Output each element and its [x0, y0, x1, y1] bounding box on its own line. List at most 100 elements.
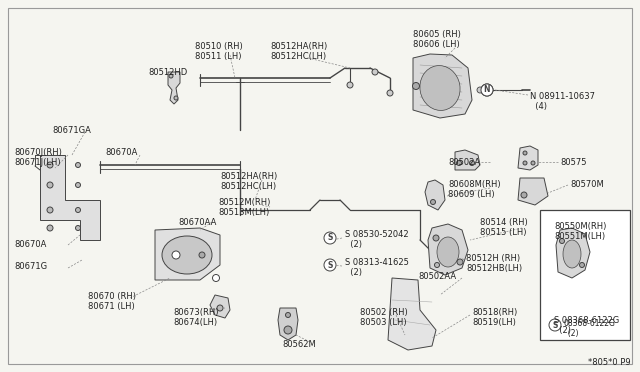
Circle shape	[531, 161, 535, 165]
Text: 80503 (LH): 80503 (LH)	[360, 318, 406, 327]
Polygon shape	[425, 180, 445, 210]
Polygon shape	[388, 278, 436, 350]
Text: 80670J(RH): 80670J(RH)	[14, 148, 62, 157]
Text: 80575: 80575	[560, 158, 586, 167]
Bar	[540, 210, 630, 340]
Circle shape	[457, 259, 463, 265]
Circle shape	[285, 312, 291, 317]
Circle shape	[559, 238, 564, 244]
Circle shape	[521, 192, 527, 198]
Text: 80512HC(LH): 80512HC(LH)	[220, 182, 276, 191]
Circle shape	[324, 259, 336, 271]
Polygon shape	[455, 150, 480, 170]
Polygon shape	[278, 308, 298, 340]
Circle shape	[481, 84, 493, 96]
Text: 80608M(RH): 80608M(RH)	[448, 180, 500, 189]
Circle shape	[481, 84, 493, 96]
Circle shape	[212, 275, 220, 282]
Circle shape	[172, 251, 180, 259]
Text: 80671G: 80671G	[14, 262, 47, 271]
Text: 80513M(LH): 80513M(LH)	[218, 208, 269, 217]
Text: 80670 (RH): 80670 (RH)	[88, 292, 136, 301]
Text: (2): (2)	[554, 326, 571, 335]
Text: 80515 (LH): 80515 (LH)	[480, 228, 527, 237]
Polygon shape	[518, 178, 548, 205]
Circle shape	[47, 207, 53, 213]
Circle shape	[523, 161, 527, 165]
Text: 80502AA: 80502AA	[418, 272, 456, 281]
Circle shape	[47, 225, 53, 231]
Text: 80511 (LH): 80511 (LH)	[195, 52, 241, 61]
Circle shape	[470, 160, 474, 166]
Text: 80673(RH): 80673(RH)	[173, 308, 218, 317]
Circle shape	[217, 305, 223, 311]
Text: 80550M(RH): 80550M(RH)	[554, 222, 606, 231]
Text: 80502A: 80502A	[448, 158, 480, 167]
Text: 80562M: 80562M	[282, 340, 316, 349]
Polygon shape	[428, 224, 468, 275]
Polygon shape	[40, 155, 100, 240]
Circle shape	[433, 235, 439, 241]
Text: 80512M(RH): 80512M(RH)	[218, 198, 270, 207]
Circle shape	[47, 162, 53, 168]
Circle shape	[76, 163, 81, 167]
Text: 80551M(LH): 80551M(LH)	[554, 232, 605, 241]
Ellipse shape	[162, 236, 212, 274]
Text: 80570M: 80570M	[570, 180, 604, 189]
Circle shape	[456, 160, 461, 166]
Text: 80674(LH): 80674(LH)	[173, 318, 217, 327]
Polygon shape	[413, 54, 472, 118]
Text: S 08313-41625: S 08313-41625	[345, 258, 409, 267]
Text: 80671GA: 80671GA	[52, 126, 91, 135]
Circle shape	[76, 208, 81, 212]
Circle shape	[284, 326, 292, 334]
Text: S: S	[327, 234, 333, 243]
Text: (2): (2)	[345, 240, 362, 249]
Circle shape	[387, 90, 393, 96]
Circle shape	[199, 252, 205, 258]
Circle shape	[169, 74, 173, 78]
Text: 80514 (RH): 80514 (RH)	[480, 218, 528, 227]
Ellipse shape	[420, 65, 460, 110]
Text: 80512HA(RH): 80512HA(RH)	[220, 172, 277, 181]
Text: (2): (2)	[345, 268, 362, 277]
Text: 80512HD: 80512HD	[148, 68, 188, 77]
Text: (4): (4)	[530, 102, 547, 111]
Text: 80512HB(LH): 80512HB(LH)	[466, 264, 522, 273]
Polygon shape	[155, 228, 220, 280]
Text: S: S	[327, 260, 333, 269]
Polygon shape	[556, 228, 590, 278]
Text: 80512HA(RH): 80512HA(RH)	[270, 42, 327, 51]
Text: S: S	[552, 321, 557, 330]
Circle shape	[435, 263, 440, 267]
Text: 80519(LH): 80519(LH)	[472, 318, 516, 327]
Circle shape	[477, 87, 483, 93]
Text: 80671 (LH): 80671 (LH)	[88, 302, 135, 311]
Text: 80671J(LH): 80671J(LH)	[14, 158, 61, 167]
Text: *805*0 P9: *805*0 P9	[588, 358, 630, 367]
Circle shape	[549, 319, 561, 331]
Text: 80670A: 80670A	[14, 240, 46, 249]
Polygon shape	[518, 146, 538, 170]
Text: 80606 (LH): 80606 (LH)	[413, 40, 460, 49]
Circle shape	[174, 96, 178, 100]
Text: (2): (2)	[563, 329, 579, 338]
Text: 80518(RH): 80518(RH)	[472, 308, 517, 317]
Text: 80670A: 80670A	[105, 148, 138, 157]
Circle shape	[76, 225, 81, 231]
Ellipse shape	[563, 240, 581, 268]
Circle shape	[579, 263, 584, 267]
Ellipse shape	[437, 237, 459, 267]
Circle shape	[523, 151, 527, 155]
Circle shape	[347, 82, 353, 88]
Circle shape	[47, 182, 53, 188]
Text: 80512HC(LH): 80512HC(LH)	[270, 52, 326, 61]
Text: N: N	[484, 86, 490, 94]
Text: 80510 (RH): 80510 (RH)	[195, 42, 243, 51]
Polygon shape	[168, 72, 180, 104]
Circle shape	[431, 199, 435, 205]
Text: 80670AA: 80670AA	[178, 218, 216, 227]
Circle shape	[372, 69, 378, 75]
Text: N 08911-10637: N 08911-10637	[530, 92, 595, 101]
Text: 08368-6122G: 08368-6122G	[563, 319, 615, 328]
